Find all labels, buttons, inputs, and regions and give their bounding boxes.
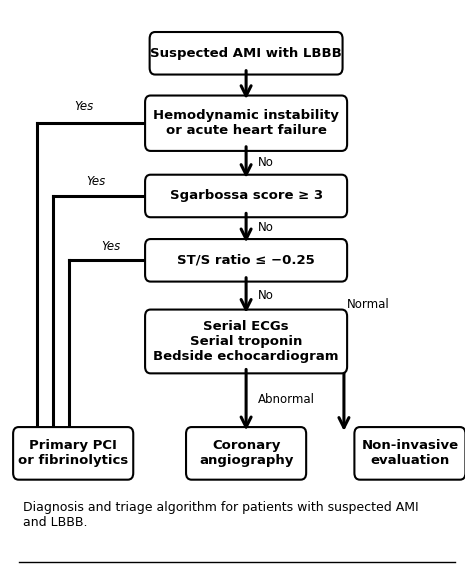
Text: No: No	[257, 222, 273, 234]
FancyBboxPatch shape	[355, 427, 465, 480]
Text: Yes: Yes	[102, 240, 121, 253]
Text: Abnormal: Abnormal	[257, 393, 314, 407]
Text: No: No	[257, 156, 273, 169]
Text: Diagnosis and triage algorithm for patients with suspected AMI
and LBBB.: Diagnosis and triage algorithm for patie…	[23, 501, 419, 529]
FancyBboxPatch shape	[145, 309, 347, 373]
FancyBboxPatch shape	[13, 427, 133, 480]
Text: Serial ECGs
Serial troponin
Bedside echocardiogram: Serial ECGs Serial troponin Bedside echo…	[154, 320, 339, 363]
Text: ST/S ratio ≤ −0.25: ST/S ratio ≤ −0.25	[177, 254, 315, 267]
Text: Yes: Yes	[86, 175, 105, 187]
Text: Normal: Normal	[347, 297, 390, 311]
FancyBboxPatch shape	[145, 239, 347, 282]
Text: No: No	[257, 289, 273, 302]
Text: Hemodynamic instability
or acute heart failure: Hemodynamic instability or acute heart f…	[153, 109, 339, 137]
Text: Yes: Yes	[74, 100, 94, 113]
Text: Non-invasive
evaluation: Non-invasive evaluation	[361, 439, 458, 468]
Text: Suspected AMI with LBBB: Suspected AMI with LBBB	[150, 47, 342, 60]
Text: Coronary
angiography: Coronary angiography	[199, 439, 293, 468]
FancyBboxPatch shape	[145, 175, 347, 217]
FancyBboxPatch shape	[145, 95, 347, 151]
Text: Sgarbossa score ≥ 3: Sgarbossa score ≥ 3	[170, 190, 323, 203]
FancyBboxPatch shape	[186, 427, 306, 480]
Text: Primary PCI
or fibrinolytics: Primary PCI or fibrinolytics	[18, 439, 128, 468]
FancyBboxPatch shape	[150, 32, 343, 75]
